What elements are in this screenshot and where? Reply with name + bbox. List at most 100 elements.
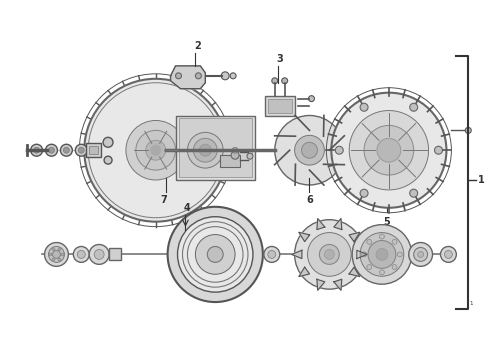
Circle shape bbox=[466, 127, 471, 133]
Circle shape bbox=[349, 111, 429, 190]
Circle shape bbox=[417, 251, 424, 257]
Polygon shape bbox=[171, 66, 205, 89]
Circle shape bbox=[360, 103, 368, 111]
Circle shape bbox=[175, 73, 181, 79]
Polygon shape bbox=[317, 279, 325, 290]
Text: 1: 1 bbox=[469, 301, 473, 306]
Text: 3: 3 bbox=[276, 54, 283, 64]
Circle shape bbox=[377, 138, 401, 162]
Circle shape bbox=[379, 234, 385, 239]
Bar bbox=[109, 248, 121, 260]
Text: 5: 5 bbox=[384, 217, 390, 227]
Circle shape bbox=[84, 79, 227, 222]
Circle shape bbox=[45, 243, 69, 266]
Circle shape bbox=[364, 125, 414, 175]
Circle shape bbox=[435, 146, 442, 154]
Circle shape bbox=[136, 130, 175, 170]
Circle shape bbox=[444, 251, 452, 258]
Circle shape bbox=[331, 93, 446, 208]
Circle shape bbox=[324, 249, 334, 260]
Polygon shape bbox=[334, 279, 342, 290]
Circle shape bbox=[177, 217, 253, 292]
Circle shape bbox=[196, 235, 235, 274]
Circle shape bbox=[397, 252, 402, 257]
Circle shape bbox=[34, 147, 40, 153]
Circle shape bbox=[104, 156, 112, 164]
Circle shape bbox=[151, 145, 161, 155]
Circle shape bbox=[231, 151, 239, 159]
Circle shape bbox=[309, 96, 315, 102]
Text: 6: 6 bbox=[306, 195, 313, 205]
Circle shape bbox=[221, 72, 229, 80]
Circle shape bbox=[74, 247, 89, 262]
Bar bbox=[268, 99, 292, 113]
Bar bbox=[178, 118, 252, 177]
Polygon shape bbox=[349, 232, 360, 242]
Circle shape bbox=[301, 142, 318, 158]
Circle shape bbox=[272, 78, 278, 84]
Circle shape bbox=[58, 248, 61, 251]
Circle shape bbox=[60, 144, 73, 156]
Circle shape bbox=[52, 258, 55, 261]
Circle shape bbox=[52, 248, 55, 251]
Circle shape bbox=[409, 243, 433, 266]
Circle shape bbox=[392, 239, 397, 244]
Circle shape bbox=[410, 189, 417, 197]
Circle shape bbox=[188, 132, 223, 168]
Polygon shape bbox=[299, 232, 310, 242]
Polygon shape bbox=[317, 219, 325, 230]
Bar bbox=[220, 155, 240, 167]
Circle shape bbox=[294, 135, 324, 165]
Circle shape bbox=[275, 116, 344, 185]
Circle shape bbox=[410, 103, 417, 111]
Circle shape bbox=[207, 247, 223, 262]
Circle shape bbox=[247, 153, 253, 159]
Circle shape bbox=[63, 147, 70, 153]
Circle shape bbox=[49, 253, 52, 256]
Circle shape bbox=[392, 265, 397, 270]
Polygon shape bbox=[349, 267, 360, 276]
Circle shape bbox=[94, 249, 104, 260]
Bar bbox=[86, 143, 101, 157]
Circle shape bbox=[308, 233, 351, 276]
Circle shape bbox=[46, 144, 57, 156]
Bar bbox=[265, 96, 294, 116]
Text: 4: 4 bbox=[184, 203, 191, 213]
Circle shape bbox=[282, 78, 288, 84]
Circle shape bbox=[196, 73, 201, 79]
Circle shape bbox=[367, 239, 372, 244]
Circle shape bbox=[49, 147, 54, 153]
Circle shape bbox=[31, 144, 43, 156]
Circle shape bbox=[77, 251, 85, 258]
Circle shape bbox=[264, 247, 280, 262]
Circle shape bbox=[78, 147, 84, 153]
Circle shape bbox=[352, 225, 412, 284]
Circle shape bbox=[61, 253, 64, 256]
Circle shape bbox=[379, 270, 385, 275]
Circle shape bbox=[268, 251, 276, 258]
Circle shape bbox=[367, 265, 372, 270]
Circle shape bbox=[335, 146, 343, 154]
Text: 1: 1 bbox=[478, 175, 485, 185]
Circle shape bbox=[52, 251, 60, 258]
Circle shape bbox=[232, 147, 238, 153]
Circle shape bbox=[319, 244, 339, 264]
Circle shape bbox=[414, 247, 428, 261]
Bar bbox=[89, 146, 98, 154]
Polygon shape bbox=[357, 250, 367, 258]
Circle shape bbox=[294, 220, 364, 289]
Circle shape bbox=[441, 247, 456, 262]
Circle shape bbox=[376, 248, 388, 260]
Circle shape bbox=[126, 121, 185, 180]
Circle shape bbox=[146, 140, 166, 160]
Circle shape bbox=[230, 73, 236, 79]
Circle shape bbox=[75, 144, 87, 156]
Circle shape bbox=[360, 233, 404, 276]
Circle shape bbox=[103, 137, 113, 147]
Circle shape bbox=[362, 252, 367, 257]
Circle shape bbox=[89, 244, 109, 264]
Text: 7: 7 bbox=[160, 195, 167, 205]
Circle shape bbox=[199, 144, 211, 156]
Polygon shape bbox=[292, 250, 302, 258]
Circle shape bbox=[360, 189, 368, 197]
